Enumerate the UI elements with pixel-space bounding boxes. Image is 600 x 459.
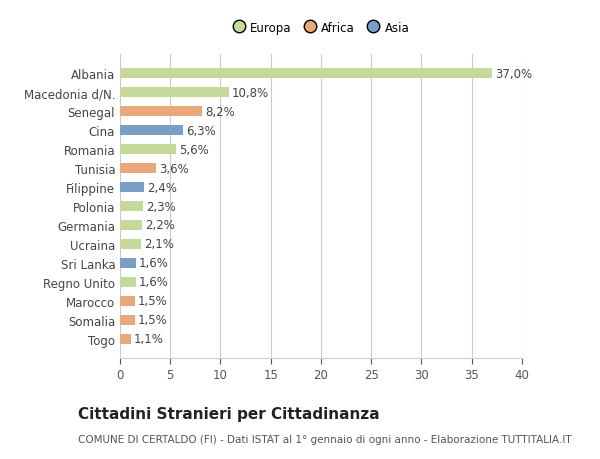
Text: 1,5%: 1,5% [138, 313, 168, 327]
Bar [120, 182, 144, 193]
Bar [120, 220, 142, 231]
Bar [120, 239, 141, 250]
Bar [120, 296, 135, 307]
Text: 2,3%: 2,3% [146, 200, 176, 213]
Bar [120, 277, 136, 287]
Text: 2,2%: 2,2% [145, 219, 175, 232]
Text: 2,1%: 2,1% [144, 238, 174, 251]
Text: 2,4%: 2,4% [147, 181, 177, 194]
Text: 37,0%: 37,0% [495, 67, 532, 80]
Bar [120, 202, 143, 212]
Bar [120, 163, 156, 174]
Bar [120, 334, 131, 344]
Bar [120, 126, 184, 136]
Bar [120, 315, 135, 325]
Text: 8,2%: 8,2% [205, 106, 235, 118]
Legend: Europa, Africa, Asia: Europa, Africa, Asia [229, 18, 413, 39]
Text: 1,1%: 1,1% [134, 333, 164, 346]
Text: 1,6%: 1,6% [139, 257, 169, 270]
Bar [120, 145, 176, 155]
Text: Cittadini Stranieri per Cittadinanza: Cittadini Stranieri per Cittadinanza [78, 406, 380, 421]
Text: 5,6%: 5,6% [179, 143, 209, 156]
Bar [120, 88, 229, 98]
Text: 1,6%: 1,6% [139, 276, 169, 289]
Bar [120, 258, 136, 269]
Bar [120, 106, 202, 117]
Text: 6,3%: 6,3% [187, 124, 216, 137]
Text: 3,6%: 3,6% [159, 162, 189, 175]
Bar [120, 69, 492, 79]
Text: COMUNE DI CERTALDO (FI) - Dati ISTAT al 1° gennaio di ogni anno - Elaborazione T: COMUNE DI CERTALDO (FI) - Dati ISTAT al … [78, 434, 572, 444]
Text: 1,5%: 1,5% [138, 295, 168, 308]
Text: 10,8%: 10,8% [232, 86, 269, 100]
